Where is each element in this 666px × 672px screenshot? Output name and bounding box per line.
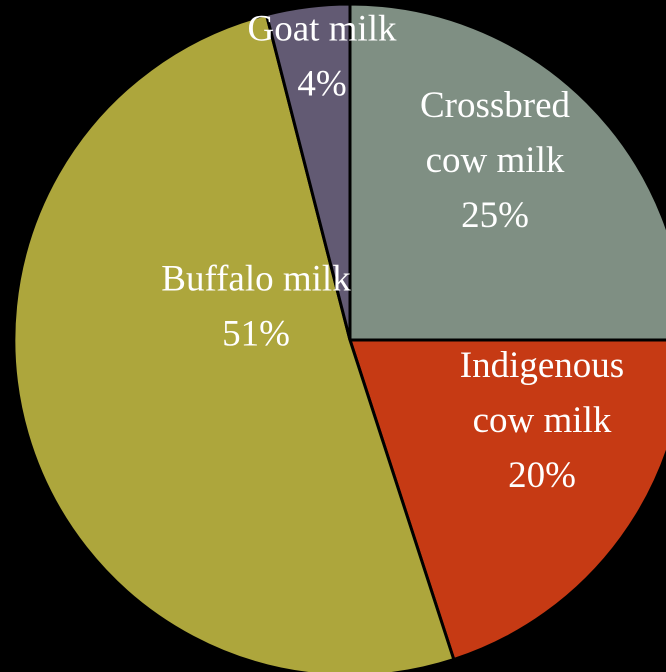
slice-label-line: 51% [222, 314, 290, 355]
pie-slice-goat-milk [264, 2, 352, 341]
slice-label-goat-milk: Goat milk 4% [247, 9, 397, 105]
pie-slices [12, 2, 666, 672]
slice-label-line: Goat milk [247, 9, 397, 50]
pie-labels: Crossbred cow milk 25% Indigenous cow milk 20… [161, 9, 624, 497]
slice-label-line: Crossbred [420, 85, 571, 126]
slice-label-buffalo-milk: Buffalo milk 51% [161, 259, 351, 355]
slice-label-line: 20% [508, 455, 576, 496]
slice-label-line: 4% [297, 64, 346, 105]
slice-label-indigenous-cow-milk: Indigenous cow milk 20% [460, 345, 624, 496]
slice-label-line: cow milk [426, 140, 565, 181]
slice-label-crossbred-cow-milk: Crossbred cow milk 25% [420, 85, 571, 236]
pie-slice-crossbred-cow-milk [348, 2, 666, 342]
slice-label-line: Indigenous [460, 345, 624, 386]
slice-label-line: Buffalo milk [161, 259, 351, 300]
slice-label-line: cow milk [473, 400, 612, 441]
slice-label-line: 25% [461, 195, 529, 236]
